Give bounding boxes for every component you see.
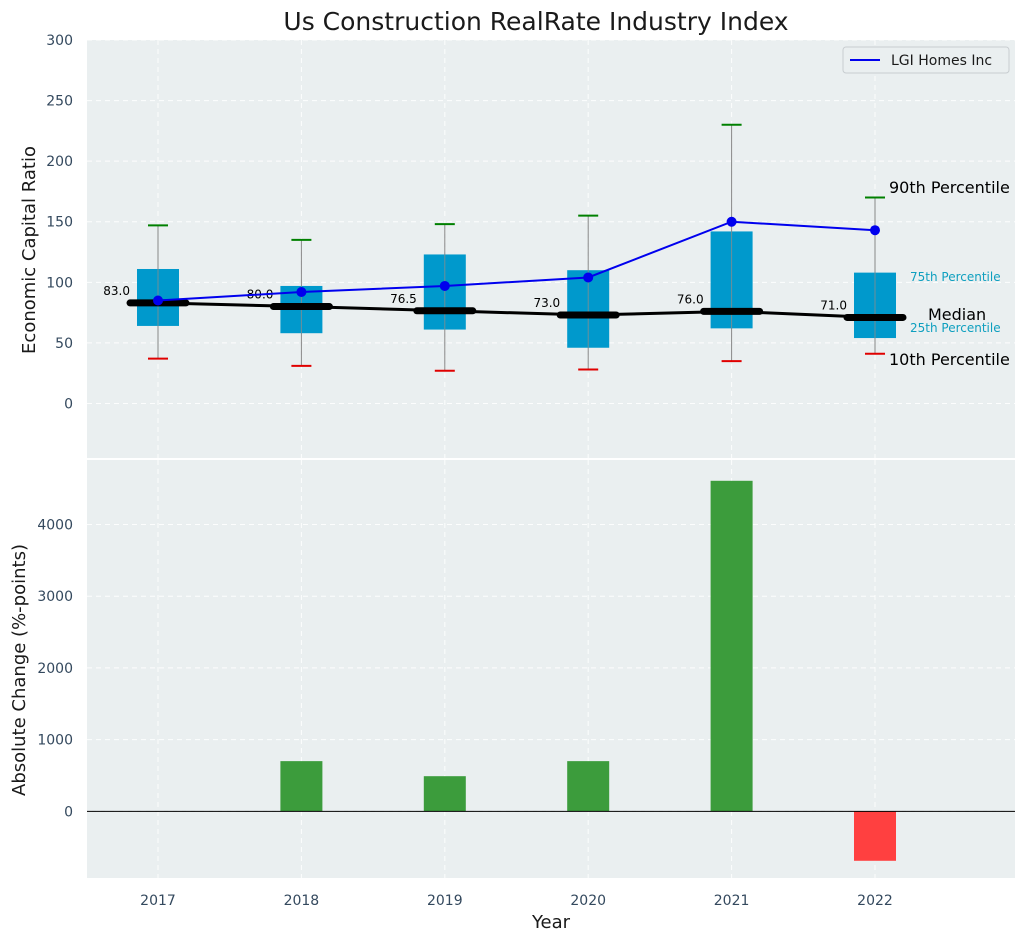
annotation-p10: 10th Percentile [889, 350, 1010, 369]
annotation-p75: 75th Percentile [910, 270, 1001, 284]
x-ticks: 2017 2018 2019 2020 2021 2022 [140, 893, 893, 909]
median-value-label: 76.0 [677, 292, 704, 306]
company-point [153, 295, 163, 306]
top-y-ticks: 0 50 100 150 200 250 300 [46, 33, 73, 412]
x-tick-label: 2020 [570, 893, 606, 909]
bottom-y-tick-label: 1000 [37, 733, 73, 749]
legend-label: LGI Homes Inc [891, 53, 992, 69]
bottom-plot-background [87, 460, 1015, 878]
bar-2021 [710, 480, 753, 812]
top-y-tick-label: 100 [46, 275, 73, 291]
top-y-tick-label: 300 [46, 33, 73, 49]
top-plot-background [87, 40, 1015, 458]
x-tick-label: 2018 [284, 893, 320, 909]
x-tick-label: 2017 [140, 893, 176, 909]
top-y-tick-label: 50 [55, 336, 73, 352]
bottom-y-tick-label: 4000 [37, 518, 73, 534]
x-axis-label: Year [531, 912, 571, 933]
annotation-p25: 25th Percentile [910, 321, 1001, 335]
bar-2022 [854, 811, 896, 861]
bar-series [280, 480, 896, 861]
median-value-label: 73.0 [533, 296, 560, 310]
company-point [296, 287, 307, 298]
median-line-series: 83.0 80.0 76.5 73.0 76.0 71.0 [103, 284, 907, 321]
company-point [583, 272, 594, 283]
bottom-y-ticks: 0 1000 2000 3000 4000 [37, 518, 73, 821]
company-point [870, 225, 880, 236]
annotation-p90: 90th Percentile [889, 178, 1010, 197]
median-value-label: 76.5 [390, 292, 417, 306]
annotation-median: Median [928, 305, 986, 324]
legend-box [842, 46, 1010, 74]
top-y-tick-label: 250 [46, 94, 73, 110]
x-tick-label: 2022 [857, 893, 893, 909]
bottom-y-axis-label: Absolute Change (%-points) [9, 544, 30, 796]
bottom-panel: 0 1000 2000 3000 4000 Absolute Change (%-poi… [9, 460, 1015, 933]
bar-2018 [280, 761, 323, 812]
median-value-label: 71.0 [820, 298, 847, 312]
company-point [726, 216, 737, 227]
percentile-annotations: 90th Percentile 75th Percentile Median 2… [889, 178, 1010, 369]
x-tick-label: 2019 [427, 893, 463, 909]
box-series [137, 123, 896, 372]
bottom-y-tick-label: 0 [64, 804, 73, 820]
bar-2020 [567, 761, 610, 812]
chart-title: Us Construction RealRate Industry Index [283, 7, 788, 36]
company-point [439, 280, 450, 291]
bottom-y-tick-label: 2000 [37, 661, 73, 677]
top-y-tick-label: 0 [64, 396, 73, 412]
bar-2019 [423, 776, 466, 812]
median-value-label: 83.0 [103, 284, 130, 298]
company-line [157, 220, 876, 302]
top-y-axis-label: Economic Capital Ratio [19, 146, 40, 354]
company-series [153, 216, 880, 306]
top-y-tick-label: 150 [46, 215, 73, 231]
top-y-tick-label: 200 [46, 154, 73, 170]
x-tick-label: 2021 [714, 893, 750, 909]
legend: LGI Homes Inc [842, 46, 1010, 74]
bottom-y-tick-label: 3000 [37, 589, 73, 605]
